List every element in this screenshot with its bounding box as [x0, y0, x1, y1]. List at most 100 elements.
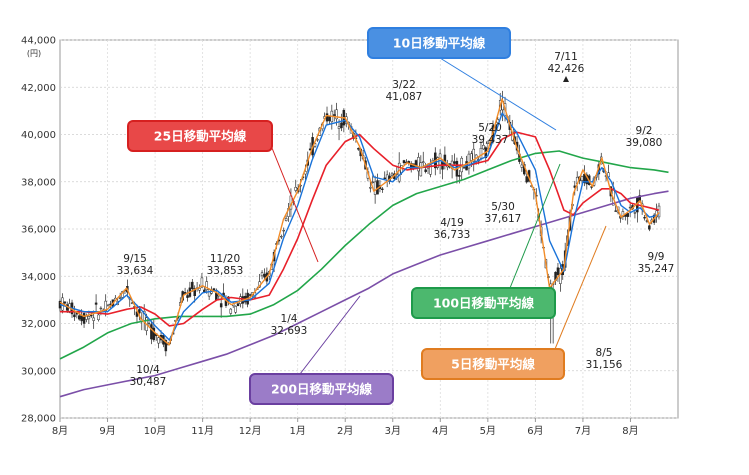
annotation-value: 39,080 [626, 137, 663, 149]
candle-body [626, 213, 629, 217]
candle-body [438, 153, 442, 166]
candle-body [284, 218, 288, 221]
candle-body [229, 308, 233, 314]
candle-body [82, 313, 86, 324]
candle-body [63, 301, 67, 304]
candle-body [294, 186, 297, 191]
legend-label: 200日移動平均線 [271, 382, 373, 397]
candle-body [580, 176, 584, 181]
x-tick-label: 2月 [337, 425, 353, 437]
candle-body [104, 300, 107, 312]
candle-body [80, 315, 83, 322]
candle-body [77, 315, 81, 320]
y-tick-label: 30,000 [21, 366, 56, 377]
candle-body [236, 303, 240, 306]
y-tick-label: 38,000 [21, 177, 56, 188]
legend-box [127, 120, 273, 152]
annotation-value: 35,247 [638, 263, 675, 275]
candle-body [472, 148, 476, 162]
candle-body [467, 153, 471, 169]
x-tick-label: 6月 [527, 425, 543, 437]
annotation-date: 4/19 [440, 217, 464, 229]
candle-body [332, 114, 336, 116]
candle-body [152, 327, 156, 341]
candle-body [556, 267, 560, 275]
legend: 10日移動平均線 25日移動平均線 100日移動平均線 5日移動平均線 200日移動平均… [127, 27, 565, 405]
candle-body [280, 236, 283, 238]
candle-body [215, 292, 218, 301]
candle-body [150, 324, 153, 340]
candle-body [248, 294, 252, 296]
annotation-date: 3/22 [392, 79, 416, 91]
candle-body [73, 314, 76, 318]
y-tick-label: 32,000 [21, 319, 56, 330]
candle-body [369, 187, 372, 189]
x-tick-label: 4月 [432, 425, 448, 437]
candle-body [337, 126, 341, 129]
annotation-date: 1/4 [281, 313, 298, 325]
candle-body [234, 306, 237, 313]
annotation-value: 33,634 [117, 265, 154, 277]
candle-body [628, 206, 632, 209]
annotation-value: 37,617 [485, 213, 522, 225]
candle-body [147, 322, 151, 325]
candle-body [164, 340, 168, 352]
annotation-value: 33,853 [207, 265, 244, 277]
legend-leader [271, 147, 319, 263]
x-tick-label: 1月 [290, 425, 306, 437]
candle-body [118, 297, 122, 299]
annotation-date: 9/9 [648, 251, 665, 263]
annotation-date: 10/4 [136, 364, 160, 376]
candle-body [621, 211, 625, 217]
candle-body [479, 147, 483, 159]
y-tick-label: 28,000 [21, 414, 56, 425]
candle-body [525, 176, 528, 183]
candle-body [458, 174, 461, 177]
annotation-date: 9/2 [636, 125, 653, 137]
legend-leader-lines [271, 57, 607, 375]
legend-label: 5日移動平均線 [451, 357, 535, 372]
candle-body [381, 188, 384, 190]
axes: (円) 28,000 30,000 32,000 34,000 36,000 38,000… [21, 36, 639, 438]
candle-body [263, 274, 266, 278]
candle-body [357, 148, 360, 150]
candle-body [638, 195, 641, 203]
candle-body [453, 161, 456, 164]
series-line-3 [59, 150, 669, 360]
x-tick-label: 8月 [52, 425, 68, 437]
candle-body [328, 115, 331, 122]
candle-body [424, 169, 427, 172]
peak-marker [563, 76, 569, 82]
y-tick-label: 40,000 [21, 130, 56, 141]
y-axis-unit: (円) [27, 49, 41, 58]
candle-body [633, 212, 637, 214]
candle-body [205, 281, 208, 290]
annotation-date: 5/30 [491, 201, 515, 213]
x-tick-label: 11月 [191, 425, 214, 437]
legend-leader [439, 57, 557, 131]
annotation-date: 7/11 [554, 51, 578, 63]
candle-body [371, 181, 374, 183]
candle-body [282, 229, 285, 232]
candle-body [335, 109, 338, 120]
candle-body [193, 288, 196, 297]
candle-body [429, 164, 432, 175]
candle-body [207, 289, 211, 297]
candle-body [191, 281, 194, 290]
candle-body [90, 314, 93, 317]
annotation-value: 36,733 [434, 229, 471, 241]
annotation-value: 42,426 [548, 63, 585, 75]
annotation-value: 30,487 [130, 376, 167, 388]
candle-body [198, 288, 201, 291]
candle-body [614, 210, 617, 212]
series-line-0 [59, 98, 660, 346]
grid [59, 39, 679, 422]
annotation-date: 11/20 [210, 253, 240, 265]
x-tick-label: 10月 [144, 425, 167, 437]
annotation-date: 8/5 [596, 347, 613, 359]
candle-body [643, 217, 646, 219]
annotation-date: 5/20 [478, 122, 502, 134]
annotation-value: 39,437 [472, 134, 509, 146]
series-lines [59, 98, 669, 398]
x-tick-label: 3月 [385, 425, 401, 437]
